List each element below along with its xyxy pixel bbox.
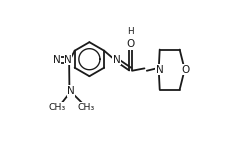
Text: N: N <box>64 55 72 65</box>
Text: O: O <box>182 65 190 75</box>
Text: N: N <box>53 55 61 65</box>
Text: N: N <box>113 55 121 65</box>
Text: CH₃: CH₃ <box>48 103 65 112</box>
Text: H: H <box>127 27 134 36</box>
Text: CH₃: CH₃ <box>77 103 94 112</box>
Text: O: O <box>127 39 135 49</box>
Text: N: N <box>67 86 75 96</box>
Text: N: N <box>156 65 164 75</box>
